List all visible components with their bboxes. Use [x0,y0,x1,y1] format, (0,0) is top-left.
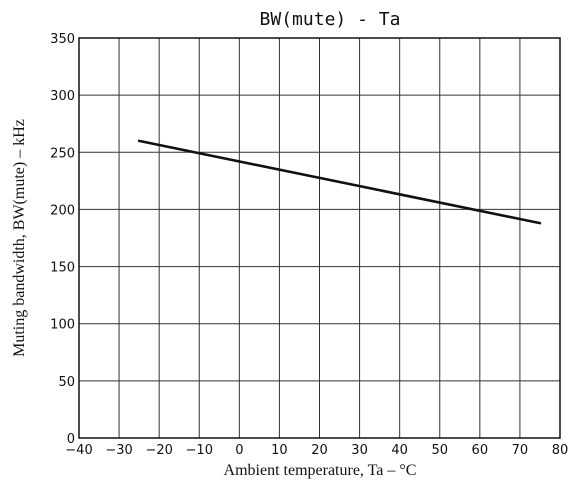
x-axis-label: Ambient temperature, Ta – °C [224,462,417,479]
x-tick-label: 20 [311,443,328,458]
x-tick-label: 30 [351,443,368,458]
x-tick-label: −30 [105,443,132,458]
y-tick-label: 150 [50,261,75,276]
y-tick-label: 0 [67,432,75,447]
y-tick-label: 200 [50,203,75,218]
grid-lines [78,37,561,439]
x-tick-label: 50 [431,443,448,458]
x-tick-label: 10 [271,443,288,458]
y-tick-label: 100 [50,318,75,333]
x-tick-label: −10 [186,443,213,458]
plot-frame [78,37,561,439]
tick-labels: −40 −30 −20 −10 0 10 20 30 40 50 60 70 80 0 50 100 150 20… [50,32,568,458]
y-axis-label: Muting bandwidth, BW(mute) – kHz [11,119,28,357]
chart-title: BW(mute) - Ta [260,9,401,30]
series-line-0 [137,139,542,225]
x-tick-label: 80 [552,443,569,458]
y-tick-label: 300 [50,89,75,104]
x-tick-label: 0 [235,443,243,458]
x-tick-label: 40 [391,443,408,458]
y-tick-label: 350 [50,32,75,47]
x-tick-label: −40 [65,443,92,458]
y-tick-label: 250 [50,146,75,161]
y-tick-label: 50 [58,375,75,390]
series-layer [137,139,542,225]
x-tick-label: 60 [472,443,489,458]
x-tick-label: −20 [145,443,172,458]
x-tick-label: 70 [512,443,529,458]
